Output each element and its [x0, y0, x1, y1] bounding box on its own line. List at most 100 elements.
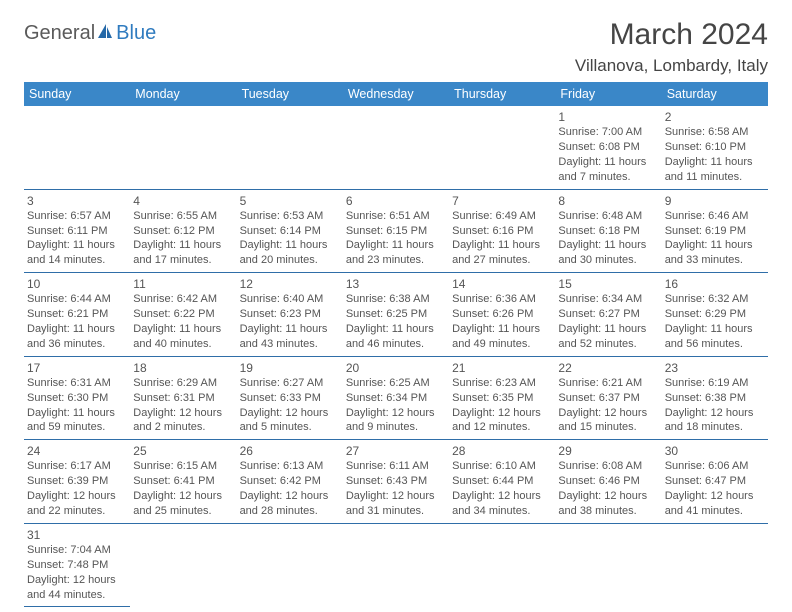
day-info-line: Sunrise: 6:53 AM — [240, 209, 339, 224]
day-info-line: Daylight: 12 hours — [346, 406, 445, 421]
day-info-line: Sunrise: 6:17 AM — [27, 459, 126, 474]
calendar-table: SundayMondayTuesdayWednesdayThursdayFrid… — [24, 82, 768, 607]
day-info-line: Daylight: 11 hours — [27, 406, 126, 421]
day-number: 19 — [240, 360, 339, 376]
day-info-line: Sunset: 6:43 PM — [346, 474, 445, 489]
day-info-line: and 33 minutes. — [665, 253, 764, 268]
day-number: 4 — [133, 193, 232, 209]
day-info-line: Sunset: 6:08 PM — [558, 140, 657, 155]
day-number: 27 — [346, 443, 445, 459]
day-info-line: Sunset: 6:15 PM — [346, 224, 445, 239]
calendar-header: SundayMondayTuesdayWednesdayThursdayFrid… — [24, 82, 768, 106]
day-info-line: Sunset: 6:34 PM — [346, 391, 445, 406]
day-info-line: Sunset: 6:37 PM — [558, 391, 657, 406]
day-info-line: Sunrise: 6:13 AM — [240, 459, 339, 474]
day-info-line: Sunset: 6:30 PM — [27, 391, 126, 406]
day-info-line: and 17 minutes. — [133, 253, 232, 268]
day-info-line: Sunrise: 6:25 AM — [346, 376, 445, 391]
day-number: 18 — [133, 360, 232, 376]
logo-text-1: General — [24, 22, 95, 45]
day-info-line: Sunrise: 6:23 AM — [452, 376, 551, 391]
day-info-line: Sunrise: 6:58 AM — [665, 125, 764, 140]
day-info-line: Sunrise: 6:21 AM — [558, 376, 657, 391]
day-info-line: Sunset: 6:39 PM — [27, 474, 126, 489]
weekday-header: Tuesday — [237, 82, 343, 106]
day-info-line: Daylight: 12 hours — [452, 406, 551, 421]
day-info-line: and 36 minutes. — [27, 337, 126, 352]
day-number: 31 — [27, 527, 126, 543]
day-number: 6 — [346, 193, 445, 209]
calendar-body: 1Sunrise: 7:00 AMSunset: 6:08 PMDaylight… — [24, 106, 768, 607]
day-info-line: Daylight: 11 hours — [558, 155, 657, 170]
calendar-cell: 29Sunrise: 6:08 AMSunset: 6:46 PMDayligh… — [555, 440, 661, 524]
calendar-cell: 1Sunrise: 7:00 AMSunset: 6:08 PMDaylight… — [555, 106, 661, 189]
day-number: 28 — [452, 443, 551, 459]
day-info-line: and 31 minutes. — [346, 504, 445, 519]
day-info-line: Sunrise: 6:48 AM — [558, 209, 657, 224]
day-info-line: and 27 minutes. — [452, 253, 551, 268]
day-info-line: Sunset: 6:42 PM — [240, 474, 339, 489]
day-info-line: Sunset: 6:16 PM — [452, 224, 551, 239]
calendar-cell: 7Sunrise: 6:49 AMSunset: 6:16 PMDaylight… — [449, 189, 555, 273]
calendar-cell: 13Sunrise: 6:38 AMSunset: 6:25 PMDayligh… — [343, 273, 449, 357]
day-info-line: and 46 minutes. — [346, 337, 445, 352]
day-number: 7 — [452, 193, 551, 209]
day-info-line: Sunset: 7:48 PM — [27, 558, 126, 573]
day-info-line: Daylight: 11 hours — [665, 322, 764, 337]
calendar-cell: 27Sunrise: 6:11 AMSunset: 6:43 PMDayligh… — [343, 440, 449, 524]
calendar-row: 3Sunrise: 6:57 AMSunset: 6:11 PMDaylight… — [24, 189, 768, 273]
logo: General Blue — [24, 18, 156, 45]
day-info-line: Daylight: 12 hours — [27, 489, 126, 504]
day-number: 1 — [558, 109, 657, 125]
day-info-line: Sunset: 6:29 PM — [665, 307, 764, 322]
day-info-line: Daylight: 11 hours — [240, 238, 339, 253]
calendar-cell: 3Sunrise: 6:57 AMSunset: 6:11 PMDaylight… — [24, 189, 130, 273]
day-info-line: and 52 minutes. — [558, 337, 657, 352]
calendar-cell — [343, 523, 449, 607]
day-number: 20 — [346, 360, 445, 376]
day-info-line: Daylight: 11 hours — [133, 322, 232, 337]
calendar-cell: 23Sunrise: 6:19 AMSunset: 6:38 PMDayligh… — [662, 356, 768, 440]
day-info-line: and 30 minutes. — [558, 253, 657, 268]
day-info-line: and 12 minutes. — [452, 420, 551, 435]
calendar-cell — [449, 523, 555, 607]
day-info-line: Sunset: 6:27 PM — [558, 307, 657, 322]
calendar-cell: 24Sunrise: 6:17 AMSunset: 6:39 PMDayligh… — [24, 440, 130, 524]
weekday-header: Wednesday — [343, 82, 449, 106]
day-info-line: Daylight: 11 hours — [27, 322, 126, 337]
day-info-line: and 43 minutes. — [240, 337, 339, 352]
day-number: 17 — [27, 360, 126, 376]
day-info-line: Daylight: 11 hours — [558, 322, 657, 337]
day-info-line: and 9 minutes. — [346, 420, 445, 435]
calendar-row: 17Sunrise: 6:31 AMSunset: 6:30 PMDayligh… — [24, 356, 768, 440]
calendar-cell — [237, 523, 343, 607]
calendar-row: 24Sunrise: 6:17 AMSunset: 6:39 PMDayligh… — [24, 440, 768, 524]
calendar-cell: 10Sunrise: 6:44 AMSunset: 6:21 PMDayligh… — [24, 273, 130, 357]
calendar-row: 10Sunrise: 6:44 AMSunset: 6:21 PMDayligh… — [24, 273, 768, 357]
day-info-line: Sunset: 6:10 PM — [665, 140, 764, 155]
day-number: 14 — [452, 276, 551, 292]
day-number: 22 — [558, 360, 657, 376]
day-info-line: Sunrise: 6:27 AM — [240, 376, 339, 391]
day-info-line: and 20 minutes. — [240, 253, 339, 268]
day-info-line: Daylight: 12 hours — [133, 406, 232, 421]
day-info-line: Daylight: 11 hours — [452, 322, 551, 337]
day-number: 13 — [346, 276, 445, 292]
calendar-cell: 15Sunrise: 6:34 AMSunset: 6:27 PMDayligh… — [555, 273, 661, 357]
day-info-line: Sunrise: 6:06 AM — [665, 459, 764, 474]
day-info-line: Daylight: 12 hours — [558, 489, 657, 504]
calendar-cell: 21Sunrise: 6:23 AMSunset: 6:35 PMDayligh… — [449, 356, 555, 440]
header: General Blue March 2024 Villanova, Lomba… — [24, 18, 768, 76]
day-info-line: Sunset: 6:23 PM — [240, 307, 339, 322]
day-number: 24 — [27, 443, 126, 459]
day-info-line: Sunset: 6:47 PM — [665, 474, 764, 489]
day-info-line: and 34 minutes. — [452, 504, 551, 519]
day-info-line: Sunrise: 6:46 AM — [665, 209, 764, 224]
day-number: 15 — [558, 276, 657, 292]
day-number: 3 — [27, 193, 126, 209]
day-info-line: and 25 minutes. — [133, 504, 232, 519]
day-info-line: Daylight: 12 hours — [240, 406, 339, 421]
day-info-line: and 15 minutes. — [558, 420, 657, 435]
day-info-line: Daylight: 11 hours — [240, 322, 339, 337]
weekday-header: Friday — [555, 82, 661, 106]
